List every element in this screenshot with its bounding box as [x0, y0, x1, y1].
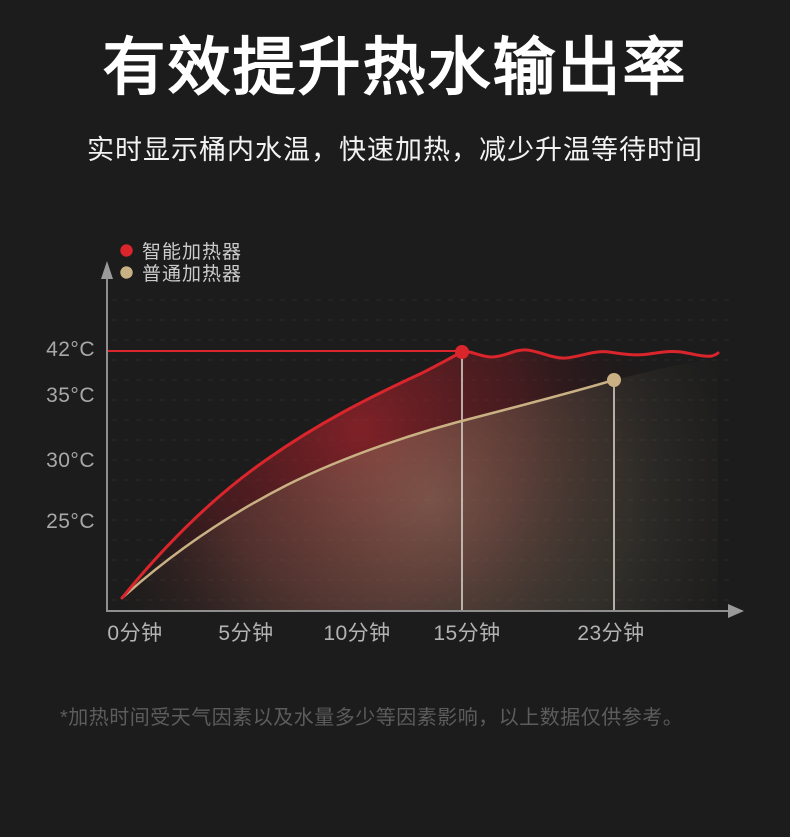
legend-dot-red-icon: [120, 243, 133, 257]
legend-item-normal-heater: 普通加热器: [120, 261, 243, 285]
normal-heater-endpoint-dot: [607, 373, 621, 387]
normal-heater-area: [122, 359, 718, 610]
normal-heater-line: [120, 378, 616, 600]
x-tick-10min: 10分钟: [323, 622, 391, 645]
smart-heater-endpoint-dot: [455, 345, 469, 359]
x-tick-0min: 0分钟: [107, 622, 163, 645]
chart-legend: 智能加热器 普通加热器: [120, 239, 243, 285]
axes-lines: [106, 276, 728, 612]
x-tick-5min: 5分钟: [218, 622, 274, 645]
x-axis-arrow-icon: [728, 604, 744, 618]
y-tick-42: 42°C: [46, 338, 95, 361]
legend-item-smart-heater: 智能加热器: [120, 239, 243, 263]
y-axis-arrow-icon: [101, 261, 113, 279]
page-subtitle: 实时显示桶内水温，快速加热，减少升温等待时间: [87, 135, 703, 165]
x-tick-23min: 23分钟: [577, 622, 645, 645]
x-tick-15min: 15分钟: [433, 622, 501, 645]
smart-heater-line: [120, 348, 720, 600]
y-tick-35: 35°C: [46, 384, 95, 407]
y-tick-25: 25°C: [46, 510, 95, 533]
legend-dot-tan-icon: [120, 265, 133, 279]
legend-label: 智能加热器: [142, 241, 243, 263]
disclaimer-note: *加热时间受天气因素以及水量多少等因素影响，以上数据仅供参考。: [60, 707, 684, 729]
legend-label: 普通加热器: [142, 263, 243, 285]
y-tick-30: 30°C: [46, 449, 95, 472]
page-title: 有效提升热水输出率: [102, 33, 688, 103]
